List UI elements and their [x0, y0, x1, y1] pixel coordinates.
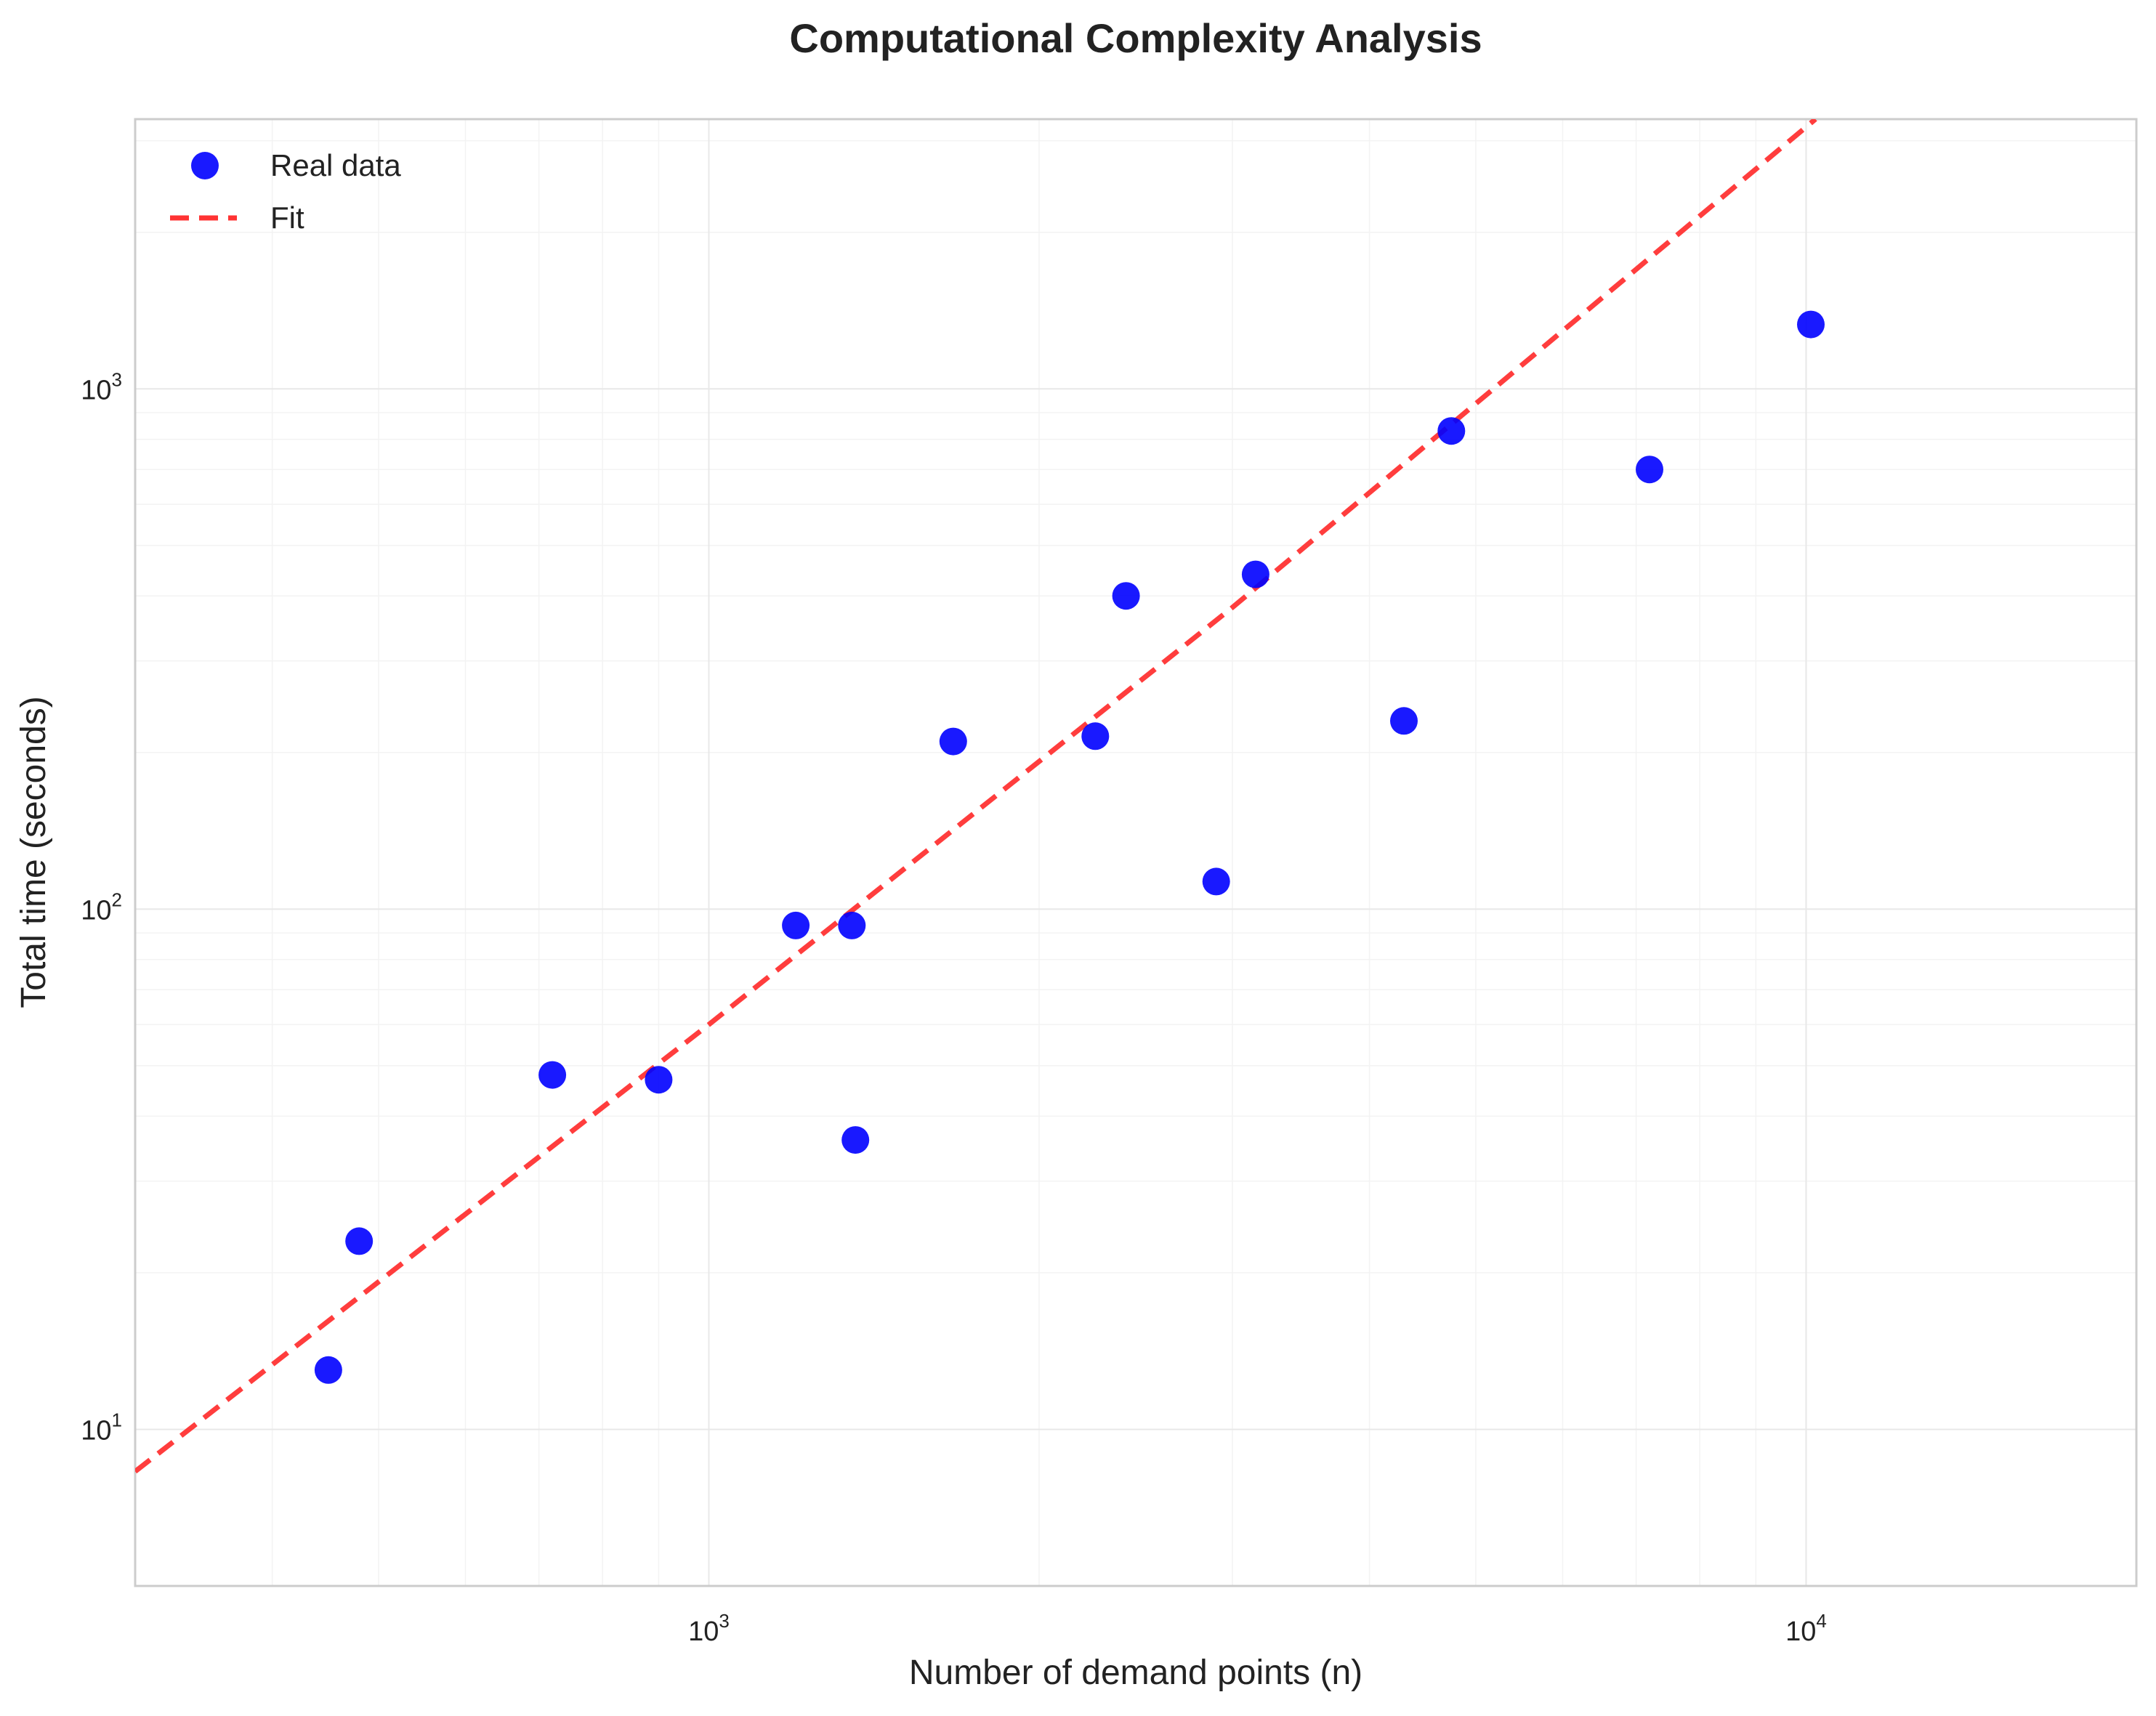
legend-label-real-data: Real data — [270, 148, 401, 182]
legend-marker-real-data — [191, 152, 219, 179]
data-point — [538, 1061, 567, 1089]
data-point — [314, 1356, 342, 1384]
data-point — [645, 1066, 673, 1094]
y-tick-label: 103 — [81, 368, 122, 405]
data-point — [939, 727, 967, 756]
data-point — [1437, 417, 1466, 445]
fit-line — [135, 119, 1817, 1474]
data-point — [1390, 707, 1418, 735]
y-tick-label: 101 — [81, 1409, 122, 1446]
data-point — [1112, 582, 1140, 610]
x-axis-label: Number of demand points (n) — [909, 1654, 1362, 1692]
y-axis-label: Total time (seconds) — [15, 696, 53, 1008]
data-point — [1241, 560, 1269, 588]
legend-label-fit: Fit — [270, 201, 304, 235]
x-tick-label: 103 — [688, 1610, 730, 1647]
data-points-layer — [314, 310, 1825, 1384]
data-point — [782, 911, 810, 939]
legend: Real data Fit — [170, 148, 401, 235]
data-point — [838, 911, 866, 939]
grid — [135, 119, 2136, 1586]
y-tick-label: 102 — [81, 889, 122, 926]
x-axis-ticks: 103 104 — [688, 1610, 1827, 1647]
y-axis-ticks: 101 102 103 — [81, 368, 122, 1446]
data-point — [1202, 867, 1230, 896]
data-point — [841, 1126, 870, 1154]
chart-title: Computational Complexity Analysis — [789, 15, 1482, 61]
data-point — [1797, 310, 1825, 339]
data-point — [345, 1227, 374, 1255]
fit-line-layer — [135, 119, 1817, 1474]
data-point — [1081, 722, 1110, 750]
x-tick-label: 104 — [1785, 1610, 1827, 1647]
data-point — [1636, 456, 1663, 484]
plot-frame — [134, 118, 2138, 1587]
